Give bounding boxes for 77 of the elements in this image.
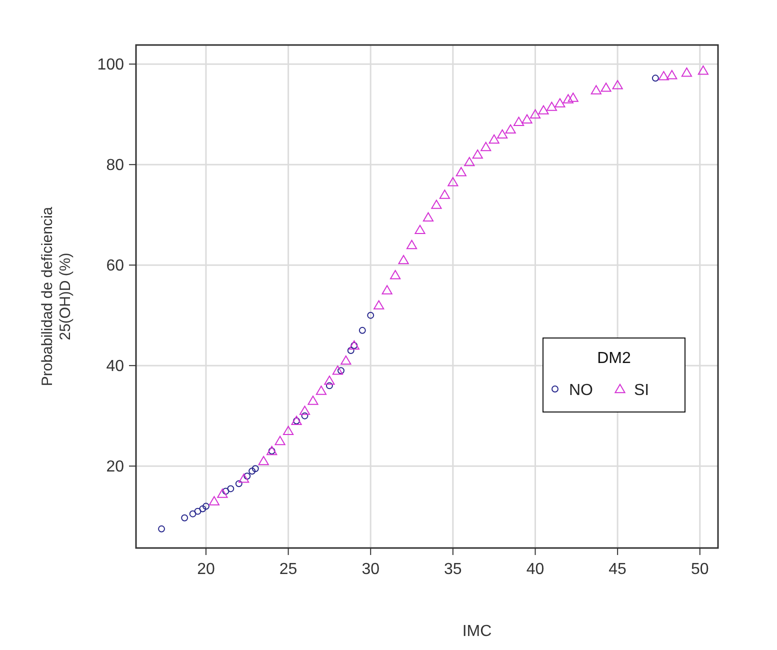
point: [324, 376, 335, 385]
x-tick-label: 50: [690, 561, 709, 578]
point: [480, 142, 492, 152]
point: [308, 396, 318, 405]
point: [590, 85, 602, 94]
point: [332, 366, 343, 375]
x-tick-label: 35: [444, 561, 462, 578]
point: [546, 102, 558, 111]
point: [347, 347, 354, 354]
point: [274, 436, 286, 446]
point: [367, 312, 374, 319]
y-tick-label: 40: [106, 358, 124, 376]
x-axis-title: IMC: [462, 623, 492, 640]
point: [208, 496, 220, 506]
legend-title: DM2: [597, 350, 631, 367]
point: [448, 177, 458, 186]
point: [472, 149, 483, 159]
point: [698, 66, 708, 75]
point: [464, 156, 475, 166]
point: [202, 502, 210, 510]
point: [505, 124, 516, 134]
point: [390, 270, 401, 280]
point: [562, 94, 574, 104]
point: [612, 80, 623, 90]
point: [194, 508, 202, 515]
point: [217, 488, 228, 498]
point: [600, 82, 612, 92]
x-tick-label: 30: [362, 561, 380, 578]
point: [398, 254, 409, 264]
point: [235, 480, 242, 488]
point: [522, 114, 532, 124]
point: [340, 355, 352, 365]
point: [513, 116, 524, 126]
point: [530, 109, 541, 118]
x-tick-label: 40: [526, 561, 544, 578]
y-tick-label: 20: [106, 458, 124, 476]
point: [406, 240, 418, 250]
point: [652, 74, 659, 82]
point: [658, 71, 669, 80]
point: [431, 200, 442, 209]
point: [382, 285, 392, 294]
point: [681, 68, 692, 77]
point: [158, 525, 166, 532]
y-tick-label: 60: [106, 258, 124, 275]
point: [258, 456, 269, 466]
point: [316, 386, 327, 395]
point: [554, 98, 566, 108]
point: [422, 212, 434, 222]
point: [414, 224, 426, 234]
x-tick-label: 45: [608, 561, 627, 578]
point: [456, 167, 466, 176]
point: [227, 485, 234, 492]
point: [299, 406, 310, 415]
y-axis-title: Probabilidad de deficiencia 25(OH)D (%): [39, 206, 74, 386]
x-tick-label: 25: [279, 561, 298, 578]
point: [252, 465, 259, 472]
point: [374, 300, 384, 310]
y-tick-label: 100: [97, 56, 124, 74]
point: [358, 326, 366, 334]
point: [282, 426, 294, 436]
point: [488, 134, 500, 144]
point: [301, 412, 308, 420]
point: [439, 190, 450, 199]
point: [538, 105, 549, 114]
legend-label: SI: [634, 382, 650, 399]
x-tick-label: 20: [197, 561, 215, 578]
point: [666, 70, 678, 80]
point: [248, 468, 256, 475]
point: [199, 505, 206, 512]
point: [238, 474, 250, 483]
point: [326, 382, 333, 390]
point: [497, 129, 508, 139]
point: [568, 92, 578, 102]
legend-label: NO: [569, 382, 593, 399]
y-tick-label: 80: [106, 157, 124, 174]
point: [189, 510, 196, 518]
point: [181, 514, 188, 522]
